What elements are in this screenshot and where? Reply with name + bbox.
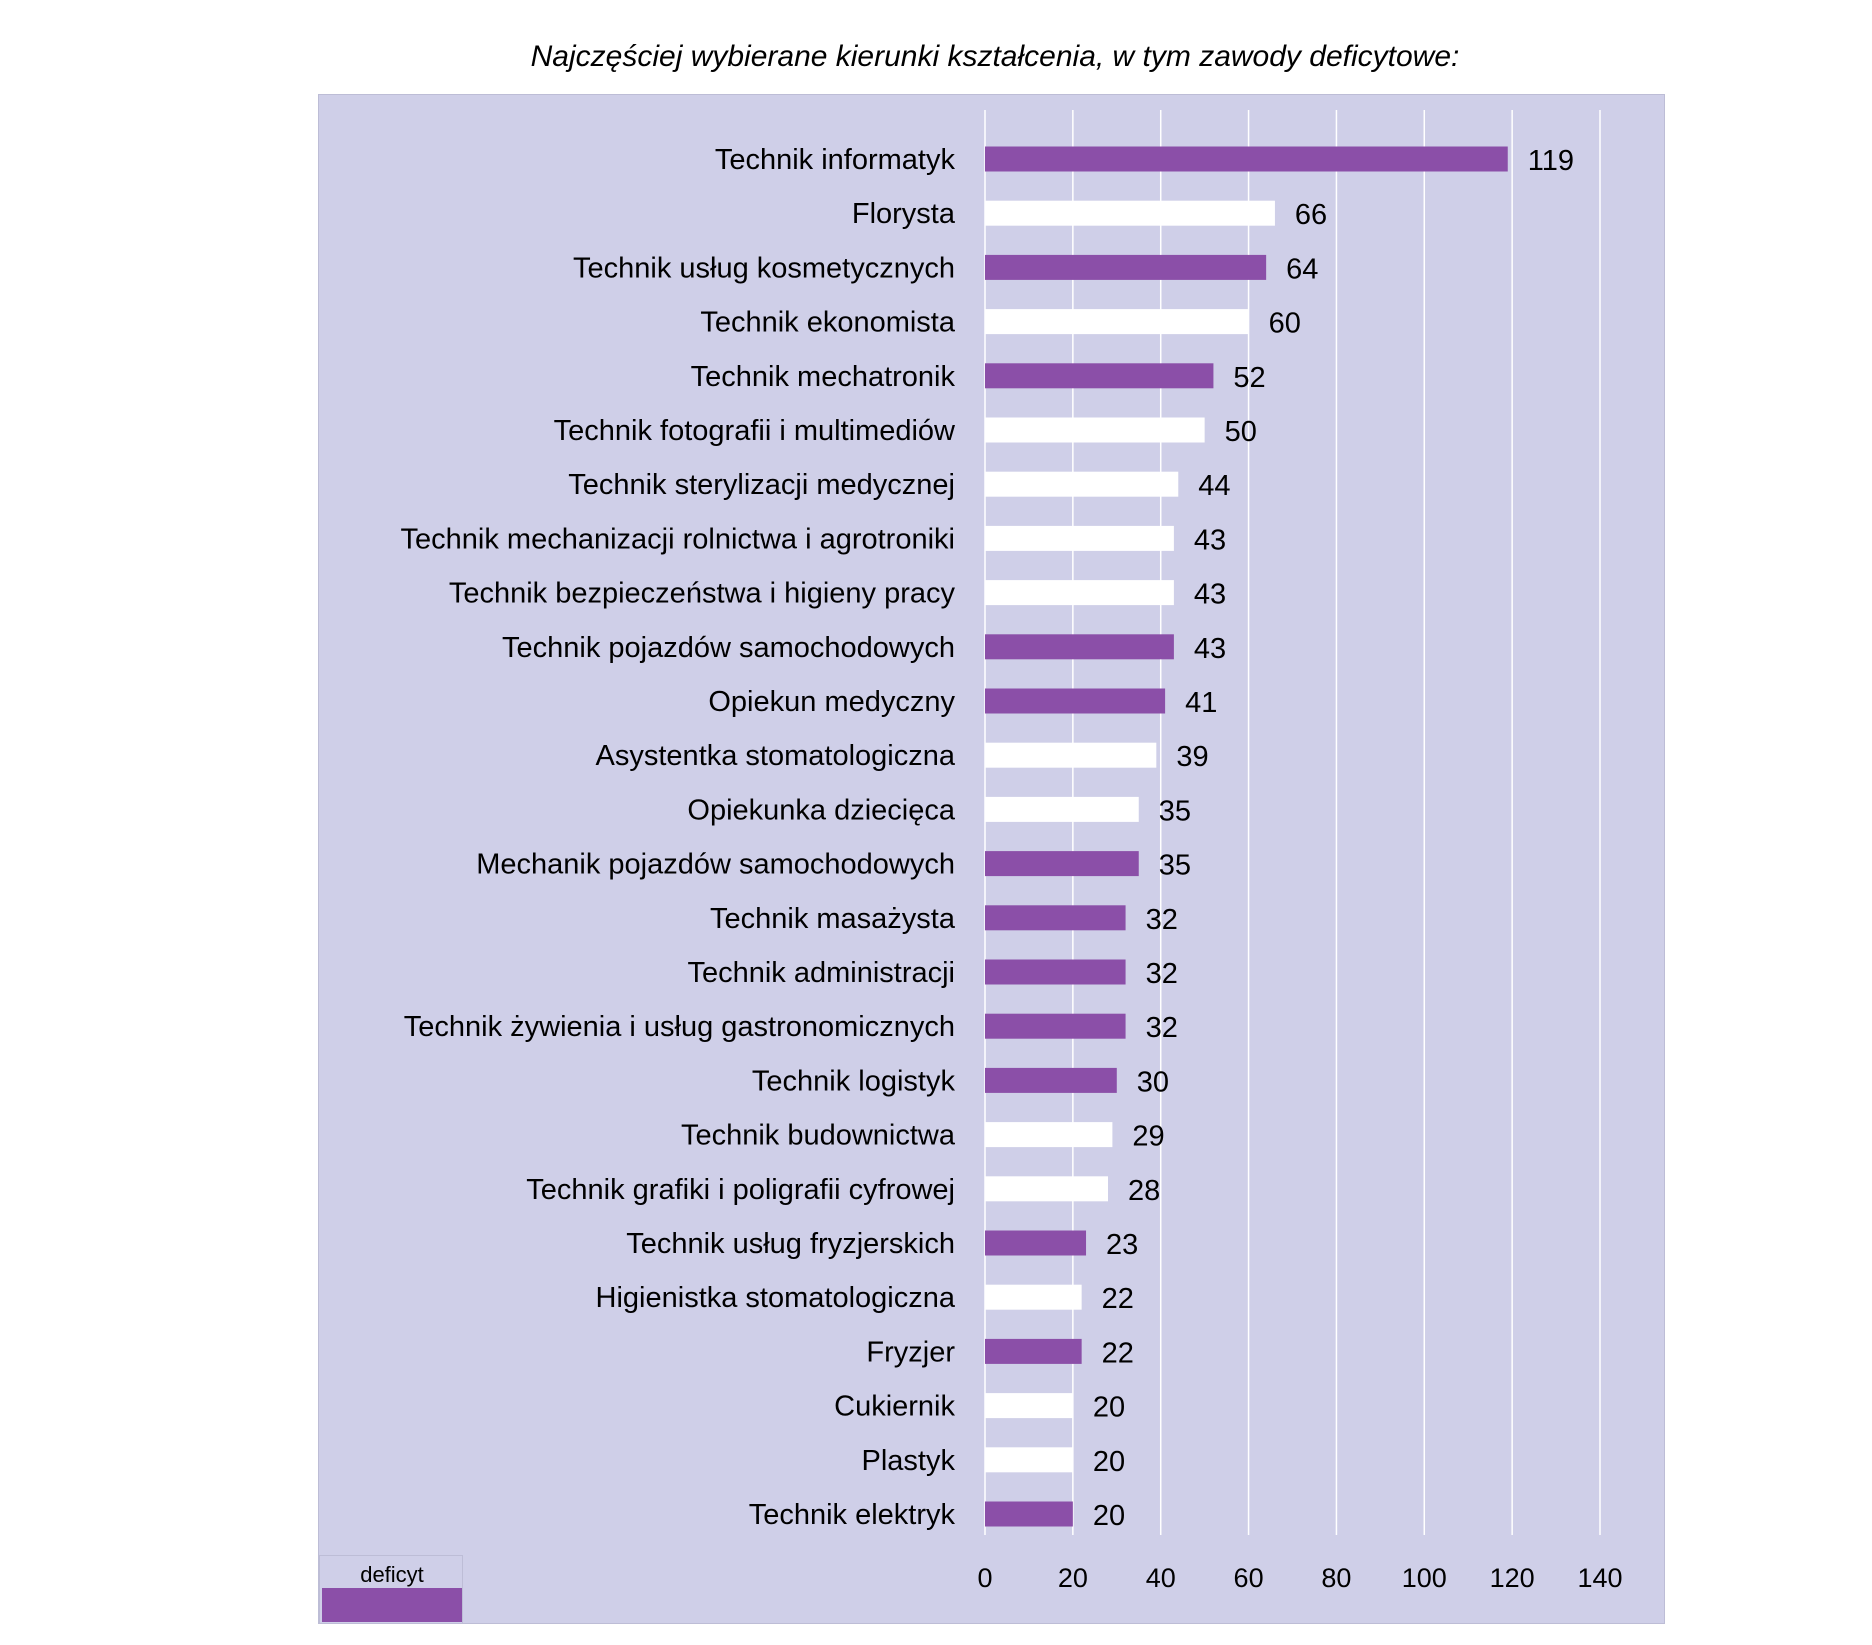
bar (985, 634, 1174, 660)
category-label: Mechanik pojazdów samochodowych (476, 849, 955, 881)
category-label: Technik informatyk (715, 144, 956, 176)
value-label: 43 (1194, 579, 1226, 611)
bar (985, 851, 1139, 877)
value-label: 39 (1176, 741, 1208, 773)
value-label: 43 (1194, 524, 1226, 556)
category-label: Asystentka stomatologiczna (596, 740, 956, 772)
value-label: 20 (1093, 1392, 1125, 1424)
category-label: Technik logistyk (752, 1065, 956, 1097)
legend: deficyt (319, 1555, 463, 1624)
value-label: 44 (1198, 470, 1230, 502)
value-label: 64 (1286, 253, 1318, 285)
category-label: Opiekunka dziecięca (687, 794, 955, 826)
category-label: Technik sterylizacji medycznej (568, 469, 955, 501)
chart-title: Najczęściej wybierane kierunki kształcen… (530, 40, 1460, 73)
value-label: 23 (1106, 1229, 1138, 1261)
x-tick-label: 20 (1058, 1563, 1088, 1593)
bar (985, 959, 1126, 985)
bar (985, 580, 1174, 606)
value-label: 22 (1102, 1283, 1134, 1315)
value-label: 35 (1159, 850, 1191, 882)
category-label: Technik elektryk (749, 1499, 956, 1531)
value-label: 60 (1269, 308, 1301, 340)
bar (985, 146, 1508, 172)
bar (985, 1393, 1073, 1419)
bar (985, 309, 1249, 335)
bar (985, 905, 1126, 931)
bar (985, 363, 1214, 389)
value-label: 20 (1093, 1500, 1125, 1532)
category-label: Opiekun medyczny (708, 686, 955, 718)
x-tick-label: 100 (1402, 1563, 1447, 1593)
value-label: 32 (1146, 904, 1178, 936)
value-label: 66 (1295, 199, 1327, 231)
category-label: Technik budownictwa (681, 1120, 956, 1152)
bar (985, 1067, 1117, 1093)
category-label: Higienistka stomatologiczna (596, 1282, 956, 1314)
bar (985, 796, 1139, 822)
value-label: 43 (1194, 633, 1226, 665)
bar (985, 1501, 1073, 1527)
legend-label: deficyt (360, 1562, 424, 1587)
x-tick-label: 40 (1146, 1563, 1176, 1593)
category-label: Technik bezpieczeństwa i higieny pracy (449, 578, 956, 610)
category-label: Technik mechanizacji rolnictwa i agrotro… (401, 523, 955, 555)
legend-swatch-deficit (322, 1588, 462, 1622)
category-label: Technik żywienia i usług gastronomicznyc… (404, 1011, 955, 1043)
bar (985, 200, 1275, 226)
x-tick-label: 0 (977, 1563, 992, 1593)
category-label: Fryzjer (866, 1336, 955, 1368)
category-label: Technik grafiki i poligrafii cyfrowej (526, 1174, 955, 1206)
category-label: Technik usług kosmetycznych (573, 252, 955, 284)
value-label: 52 (1233, 362, 1265, 394)
bar (985, 688, 1166, 714)
value-label: 32 (1146, 1012, 1178, 1044)
bar (985, 471, 1179, 497)
value-label: 28 (1128, 1175, 1160, 1207)
bar (985, 1447, 1073, 1473)
bar (985, 1013, 1126, 1039)
value-label: 41 (1185, 687, 1217, 719)
category-label: Technik fotografii i multimediów (554, 415, 956, 447)
category-label: Technik masażysta (710, 903, 956, 935)
x-tick-label: 120 (1490, 1563, 1535, 1593)
category-label: Plastyk (862, 1445, 956, 1477)
value-label: 119 (1528, 145, 1574, 177)
category-label: Technik mechatronik (691, 361, 956, 393)
category-label: Technik usług fryzjerskich (626, 1228, 955, 1260)
bar (985, 1122, 1113, 1148)
value-label: 29 (1132, 1121, 1164, 1153)
value-label: 30 (1137, 1066, 1169, 1098)
x-tick-label: 60 (1234, 1563, 1264, 1593)
category-label: Technik administracji (687, 957, 955, 989)
category-label: Technik ekonomista (700, 307, 956, 339)
bar (985, 254, 1267, 280)
x-tick-label: 80 (1321, 1563, 1351, 1593)
value-label: 32 (1146, 958, 1178, 990)
value-label: 35 (1159, 795, 1191, 827)
value-label: 50 (1225, 416, 1257, 448)
category-label: Technik pojazdów samochodowych (502, 632, 955, 664)
bar (985, 1176, 1108, 1202)
bar (985, 742, 1157, 768)
bar (985, 1230, 1087, 1256)
bar (985, 1338, 1082, 1364)
category-label: Florysta (852, 198, 956, 230)
value-label: 20 (1093, 1446, 1125, 1478)
x-tick-label: 140 (1577, 1563, 1622, 1593)
bar (985, 525, 1174, 551)
category-label: Cukiernik (834, 1391, 955, 1423)
bar (985, 417, 1205, 443)
value-label: 22 (1102, 1337, 1134, 1369)
bar (985, 1284, 1082, 1310)
